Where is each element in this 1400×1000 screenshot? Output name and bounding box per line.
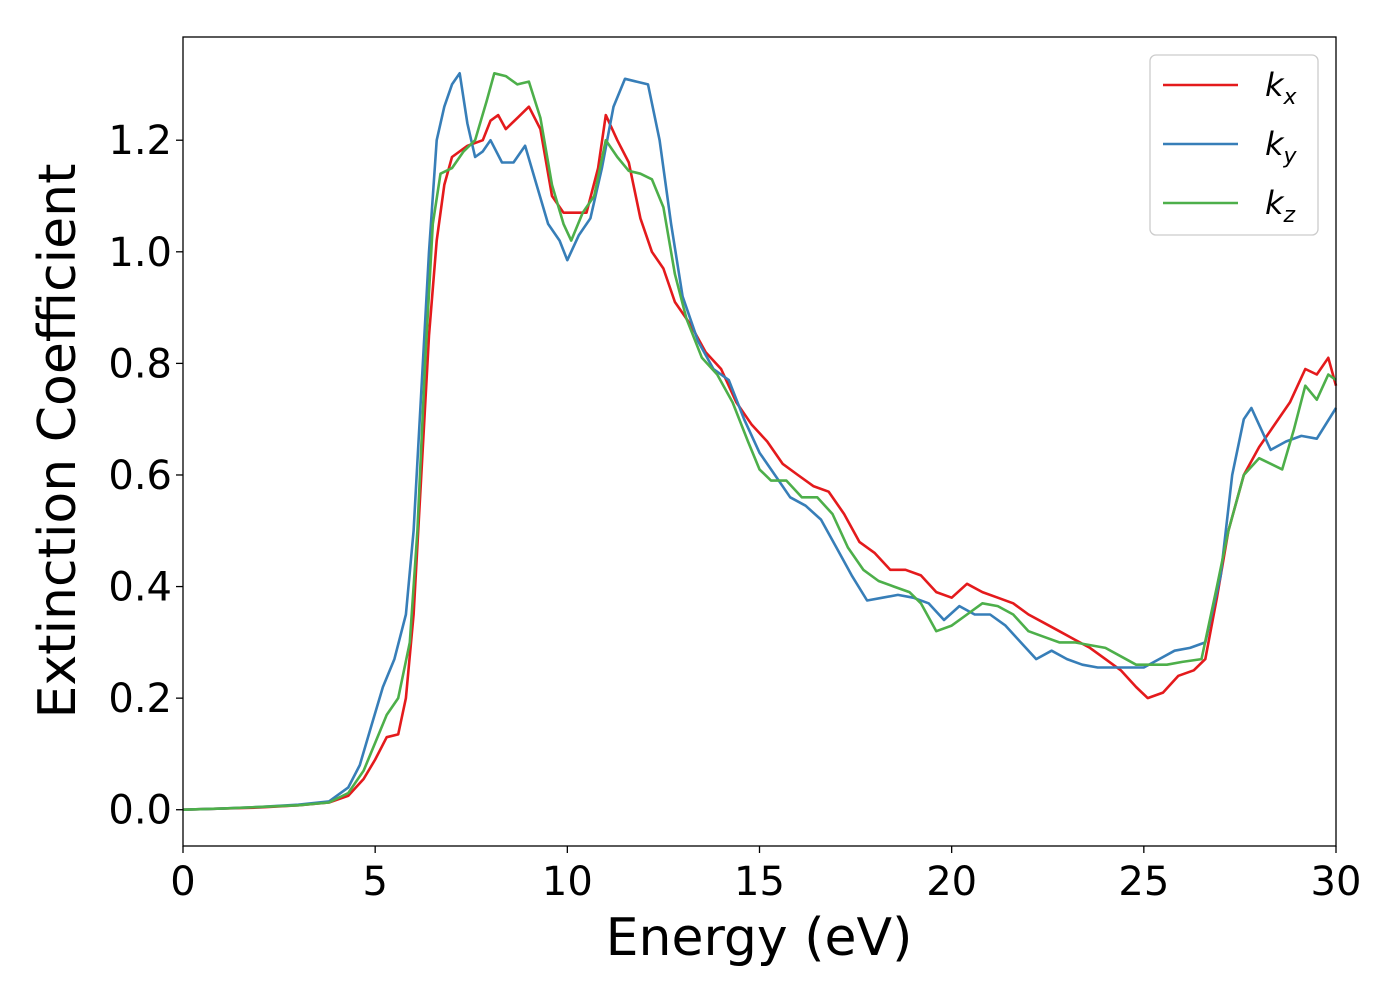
x-tick-label: 25 [1118, 859, 1169, 905]
y-tick-label: 1.2 [108, 118, 172, 164]
legend: kx ky kz [1149, 54, 1319, 236]
x-tick-label: 15 [734, 859, 785, 905]
y-tick-label: 0.2 [108, 676, 172, 722]
series-line-z [182, 72, 1337, 811]
legend-label-x: kx [1265, 66, 1298, 110]
x-tick-label: 30 [1311, 859, 1362, 905]
y-tick-label: 1.0 [108, 230, 172, 276]
y-tick-label: 0.0 [108, 788, 172, 834]
y-tick-label: 0.8 [108, 341, 172, 387]
x-axis: 0 5 10 15 20 25 30 [170, 846, 1361, 905]
y-tick-label: 0.6 [108, 453, 172, 499]
x-tick-label: 20 [926, 859, 977, 905]
x-tick-label: 5 [362, 859, 387, 905]
x-tick-label: 10 [542, 859, 593, 905]
legend-label-y: ky [1265, 125, 1298, 169]
x-axis-title: Energy (eV) [606, 908, 913, 968]
series-layer [182, 72, 1338, 811]
legend-label-z: kz [1265, 184, 1296, 228]
y-axis-title: Extinction Coefficient [28, 164, 88, 719]
series-line-x [182, 105, 1338, 811]
legend-items: kx ky kz [1163, 66, 1298, 228]
x-tick-label: 0 [170, 859, 195, 905]
y-axis: 0.0 0.2 0.4 0.6 0.8 1.0 1.2 [108, 118, 183, 834]
y-tick-label: 0.4 [108, 565, 172, 611]
